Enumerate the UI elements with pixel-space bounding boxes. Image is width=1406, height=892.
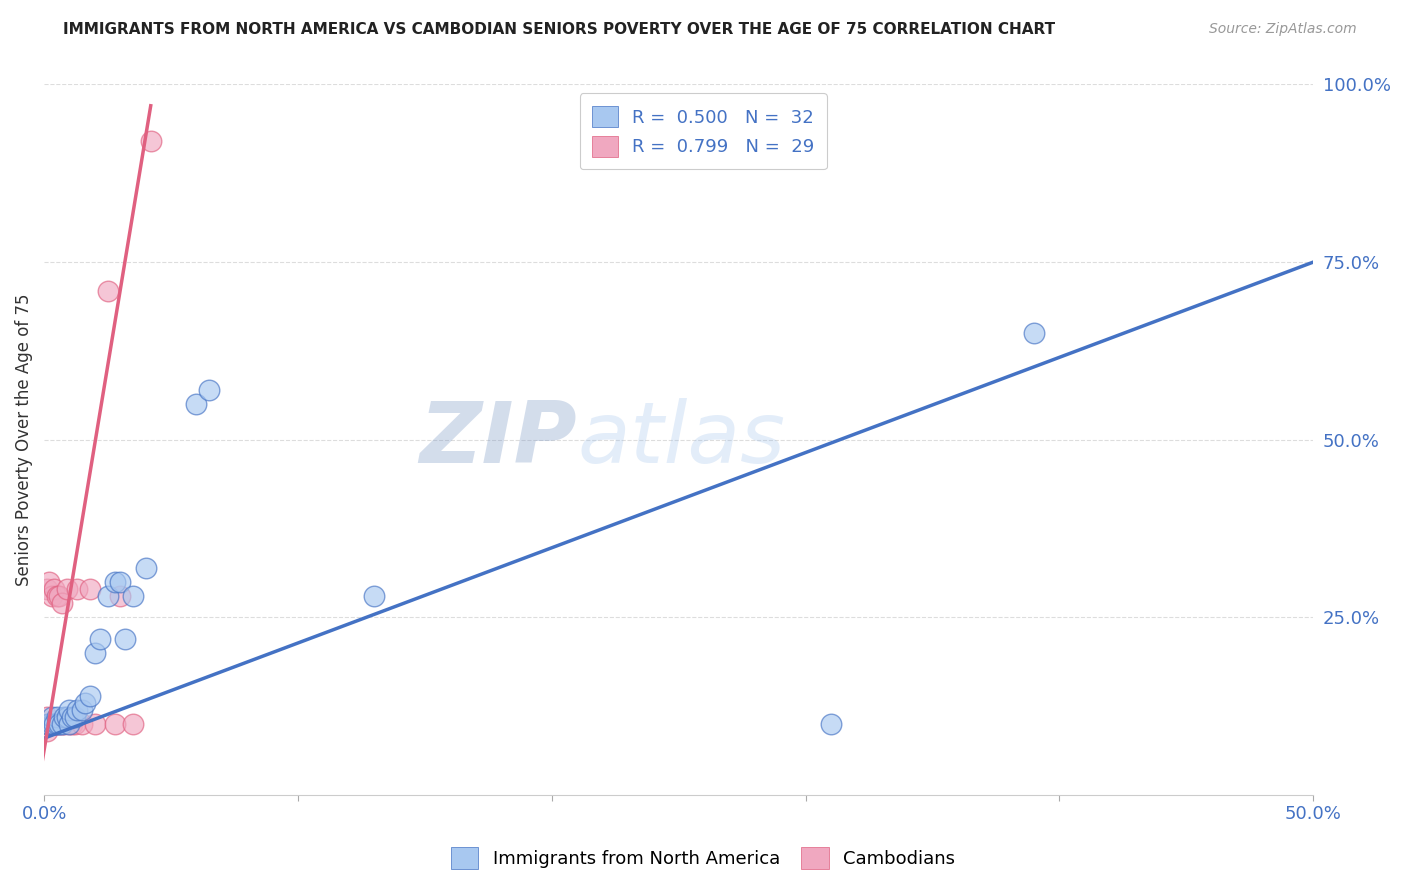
Point xyxy=(97,589,120,603)
Point xyxy=(83,717,105,731)
Point xyxy=(83,646,105,660)
Point xyxy=(58,703,80,717)
Text: atlas: atlas xyxy=(576,398,785,482)
Text: Source: ZipAtlas.com: Source: ZipAtlas.com xyxy=(1209,22,1357,37)
Point xyxy=(114,632,136,646)
Point xyxy=(45,589,67,603)
Point xyxy=(35,717,58,731)
Point xyxy=(45,710,67,724)
Point xyxy=(44,717,66,731)
Point xyxy=(58,717,80,731)
Legend: Immigrants from North America, Cambodians: Immigrants from North America, Cambodian… xyxy=(441,838,965,879)
Point xyxy=(45,717,67,731)
Point xyxy=(198,383,221,397)
Point xyxy=(41,717,63,731)
Point xyxy=(110,574,132,589)
Point xyxy=(104,574,127,589)
Legend: R =  0.500   N =  32, R =  0.799   N =  29: R = 0.500 N = 32, R = 0.799 N = 29 xyxy=(579,94,827,169)
Point xyxy=(41,710,63,724)
Point xyxy=(122,717,145,731)
Point xyxy=(53,710,76,724)
Point xyxy=(41,717,63,731)
Point xyxy=(104,717,127,731)
Point xyxy=(820,717,842,731)
Point xyxy=(70,703,93,717)
Text: ZIP: ZIP xyxy=(419,398,576,482)
Point xyxy=(45,717,67,731)
Text: IMMIGRANTS FROM NORTH AMERICA VS CAMBODIAN SENIORS POVERTY OVER THE AGE OF 75 CO: IMMIGRANTS FROM NORTH AMERICA VS CAMBODI… xyxy=(63,22,1056,37)
Point xyxy=(60,710,83,724)
Point xyxy=(97,284,120,298)
Point xyxy=(73,696,96,710)
Point xyxy=(51,596,73,610)
Point xyxy=(186,397,208,411)
Point xyxy=(48,589,70,603)
Point xyxy=(48,717,70,731)
Point xyxy=(56,582,79,596)
Point xyxy=(44,717,66,731)
Point xyxy=(1022,326,1045,340)
Point xyxy=(70,717,93,731)
Point xyxy=(110,589,132,603)
Point xyxy=(35,724,58,739)
Point xyxy=(51,717,73,731)
Point xyxy=(60,717,83,731)
Point xyxy=(139,134,162,148)
Point xyxy=(363,589,385,603)
Point xyxy=(38,717,60,731)
Point xyxy=(89,632,111,646)
Point xyxy=(58,717,80,731)
Point xyxy=(66,582,89,596)
Point xyxy=(48,717,70,731)
Point xyxy=(38,574,60,589)
Point xyxy=(44,582,66,596)
Point xyxy=(63,710,86,724)
Point xyxy=(38,717,60,731)
Point xyxy=(79,689,101,703)
Y-axis label: Seniors Poverty Over the Age of 75: Seniors Poverty Over the Age of 75 xyxy=(15,293,32,586)
Point xyxy=(35,710,58,724)
Point xyxy=(135,560,157,574)
Point xyxy=(79,582,101,596)
Point xyxy=(53,717,76,731)
Point xyxy=(66,703,89,717)
Point xyxy=(41,589,63,603)
Point xyxy=(63,717,86,731)
Point xyxy=(51,717,73,731)
Point xyxy=(35,582,58,596)
Point xyxy=(122,589,145,603)
Point xyxy=(56,710,79,724)
